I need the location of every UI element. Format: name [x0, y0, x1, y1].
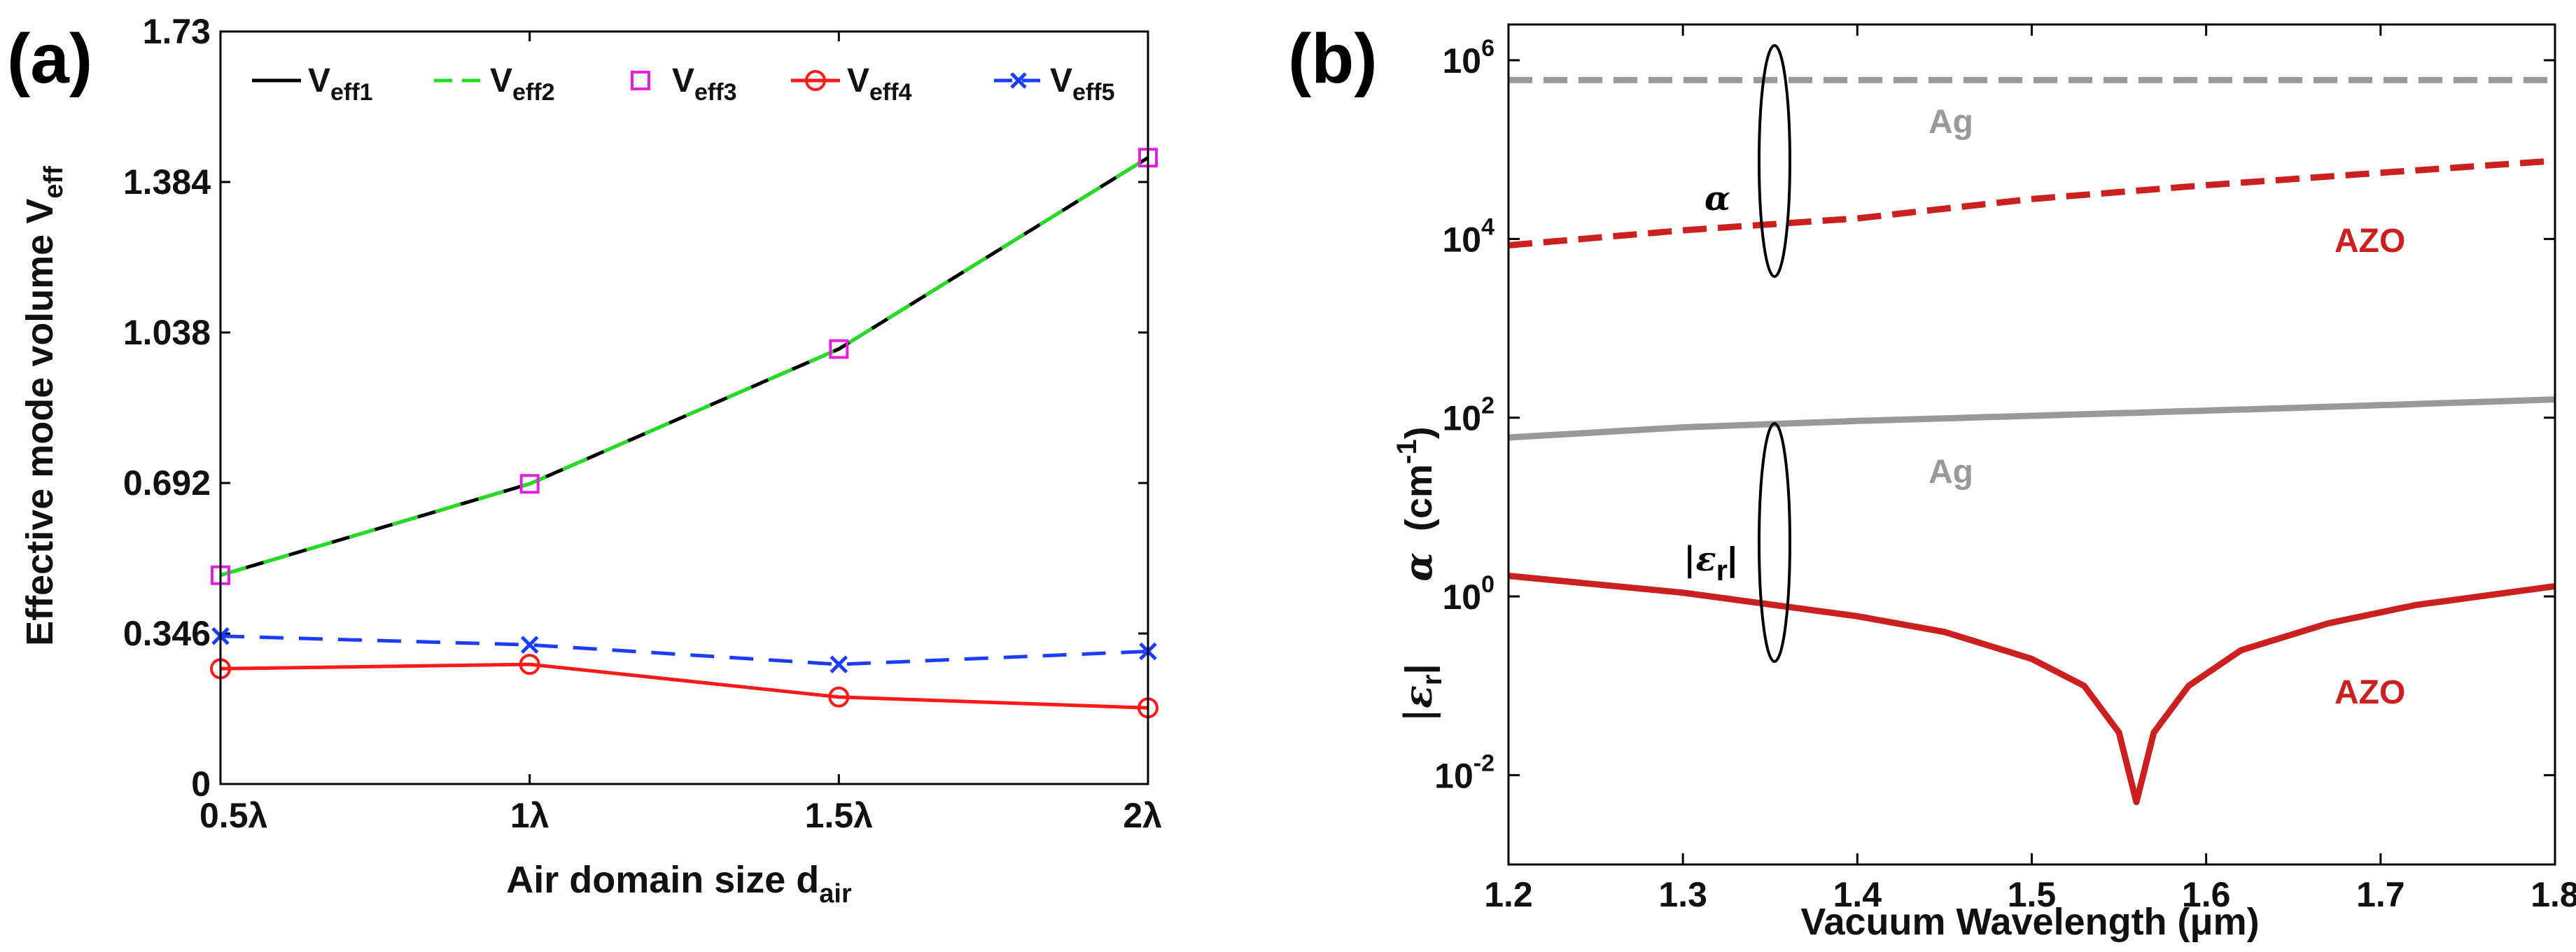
panel-a-ticks: 0 0.346 0.692 1.038 1.384 1.73 0.5λ 1λ 1.5λ 2λ [123, 12, 1162, 835]
y-tick-label: 104 [1442, 214, 1494, 259]
panel-b-xlabel: Vacuum Wavelength (μm) [1800, 901, 2259, 943]
panel-b-series [1508, 76, 2556, 806]
y-tick-label: 1.038 [123, 313, 211, 352]
y-tick-label: 1.73 [143, 12, 211, 51]
panel-a-axes-box [219, 30, 1149, 785]
legend-marker-eff3 [631, 71, 650, 90]
data-point-eff5 [520, 636, 539, 654]
x-tick-label: 0.5λ [200, 796, 268, 835]
panel-a-xlabel: Air domain size dair [506, 859, 852, 909]
panel-b-ticks: 1.2 1.3 1.4 1.5 1.6 1.7 1.8 10-2 100 102 104 106 [1434, 24, 2576, 914]
x-tick-label: 1.4 [1833, 875, 1882, 914]
y-tick-label: 1.384 [123, 162, 211, 202]
curve-label-azo: AZO [2334, 674, 2405, 711]
panel-a-label: (a) [7, 20, 92, 98]
legend-label-eff5: Veff5 [1050, 62, 1114, 106]
y-tick-label: 0.692 [123, 463, 211, 503]
data-point-eff5 [830, 655, 848, 673]
x-tick-label: 1.5 [2008, 875, 2057, 914]
panel-b-label: (b) [1288, 20, 1378, 98]
series-line-eff1 [220, 156, 1149, 578]
x-tick-label: 1.5λ [805, 796, 874, 835]
panel-a-series [210, 148, 1158, 719]
data-point-eff3 [829, 339, 849, 359]
panel-a-ylabel: Effective mode volume Veff [19, 166, 69, 646]
y-tick-label: 0 [191, 764, 211, 804]
panel-b: (b) 1.2 1.3 1.4 1.5 1.6 1.7 1.8 10-2 100 102 104 10… [1288, 20, 2576, 943]
panel-b-axes-box [1507, 23, 2556, 866]
series-line-eff2 [220, 156, 1149, 578]
series-line-1 [1508, 158, 2556, 248]
eps-annotation: |εr| [1684, 540, 1737, 587]
series-line-3 [1508, 573, 2556, 806]
x-tick-label: 1.7 [2356, 875, 2405, 914]
series-line-eff5 [220, 634, 1149, 666]
y-tick-label: 106 [1442, 35, 1494, 80]
series-line-2 [1508, 396, 2556, 441]
panel-b-ylabel-eps: |εr| [1396, 664, 1448, 722]
legend-marker-eff4 [805, 70, 826, 91]
series-line-eff4 [220, 662, 1149, 710]
panel-b-curve-labels: Ag AZO Ag AZO [1928, 104, 2405, 711]
panel-a-legend: Veff1 Veff2 Veff3 Veff4 Veff5 [252, 62, 1114, 106]
y-tick-label: 100 [1442, 571, 1494, 617]
panel-a: (a) 0 0.346 0.692 1.038 1.384 1.73 0.5λ 1λ 1.5λ 2… [7, 12, 1162, 909]
eps-group-ellipse [1758, 422, 1791, 663]
y-tick-label: 102 [1442, 393, 1494, 438]
x-tick-label: 2λ [1123, 796, 1162, 835]
curve-label-ag: Ag [1928, 454, 1973, 491]
legend-label-eff4: Veff4 [847, 62, 912, 106]
curve-label-ag: Ag [1928, 104, 1973, 141]
x-tick-label: 1.2 [1484, 875, 1533, 914]
x-tick-label: 1.6 [2182, 875, 2231, 914]
data-point-eff4 [828, 686, 850, 708]
legend-marker-eff5 [1010, 72, 1027, 89]
legend-label-eff3: Veff3 [672, 62, 736, 106]
legend-label-eff1: Veff1 [308, 62, 372, 106]
x-tick-label: 1.8 [2530, 875, 2576, 914]
x-tick-label: 1λ [510, 796, 550, 835]
curve-label-azo: AZO [2334, 223, 2405, 260]
x-tick-label: 1.3 [1658, 875, 1707, 914]
panel-b-ylabel-alpha: α(cm-1) [1392, 426, 1441, 581]
legend-label-eff2: Veff2 [490, 62, 554, 106]
y-tick-label: 10-2 [1434, 750, 1494, 795]
data-point-eff4 [519, 654, 540, 676]
data-point-eff3 [519, 474, 540, 494]
y-tick-label: 0.346 [123, 614, 211, 653]
alpha-group-ellipse [1758, 44, 1791, 278]
alpha-annotation: α [1704, 179, 1730, 218]
